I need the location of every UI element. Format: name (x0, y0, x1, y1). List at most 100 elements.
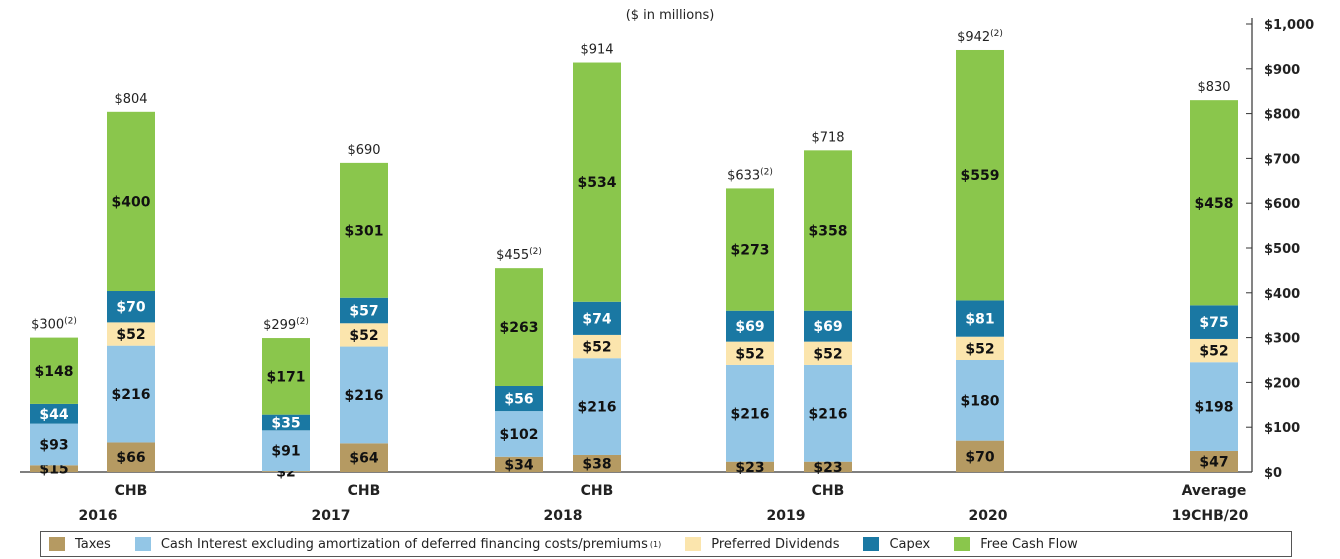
chart-svg: $0 $100 $200 $300 $400 $500 $600 $700 $800 $900 $1… (20, 18, 1314, 524)
bar-segment (107, 291, 155, 323)
bar-segment (726, 341, 774, 365)
data-label: $458 (1195, 196, 1234, 212)
y-tick-label: $100 (1264, 421, 1300, 436)
bar-segment (1190, 450, 1238, 472)
y-tick-label: $300 (1264, 332, 1300, 347)
bar-segment (726, 461, 774, 472)
legend-swatch (49, 537, 65, 551)
legend-item: Capex (863, 537, 930, 552)
bar-segment (956, 336, 1004, 360)
chart-subtitle: ($ in millions) (625, 8, 715, 23)
data-label: $23 (813, 460, 842, 476)
bar-segment (804, 310, 852, 342)
bar-total-label: $942(2) (957, 29, 1003, 45)
data-label: $301 (345, 223, 384, 239)
chart-legend: Taxes Cash Interest excluding amortizatio… (40, 531, 1292, 557)
data-label: $81 (965, 312, 994, 328)
y-tick-label: $800 (1264, 108, 1300, 123)
data-label: $216 (578, 400, 617, 416)
bar-total-label: $804 (114, 92, 147, 107)
legend-label: Taxes (75, 536, 111, 552)
data-label: $64 (349, 451, 378, 467)
group-label: 2018 (544, 508, 583, 524)
group-label: 2017 (312, 508, 351, 524)
data-label: $75 (1199, 315, 1228, 331)
data-label: $52 (735, 346, 764, 362)
bar-segment (107, 442, 155, 472)
bar-segment (804, 150, 852, 311)
bar-segment (495, 268, 543, 386)
total-footnote: (2) (990, 29, 1003, 39)
data-label: $52 (813, 346, 842, 362)
data-label: $400 (112, 194, 151, 210)
data-label: $52 (116, 327, 145, 343)
data-label: $216 (112, 387, 151, 403)
bar-total-label: $830 (1197, 80, 1230, 95)
bar-segment (804, 461, 852, 472)
group-label: 2016 (79, 508, 118, 524)
group-label: 2020 (969, 508, 1008, 524)
y-tick-label: $700 (1264, 152, 1300, 167)
data-label: $38 (582, 456, 611, 472)
bar-segment (573, 62, 621, 302)
bar-total-label: $299(2) (263, 317, 309, 333)
data-label: $273 (731, 243, 770, 259)
bar-segment (956, 360, 1004, 441)
data-label: $69 (735, 319, 764, 335)
bar-segment (1190, 100, 1238, 306)
bar-total-label: $633(2) (727, 167, 773, 183)
legend-item: Taxes (49, 537, 111, 552)
bar-segment (262, 414, 310, 431)
bar-total-label: $914 (580, 43, 613, 58)
bar-segment (262, 430, 310, 472)
data-label: $44 (39, 407, 68, 423)
legend-label: Cash Interest excluding amortization of … (160, 536, 648, 552)
data-label: $198 (1195, 400, 1234, 416)
total-footnote: (2) (760, 167, 773, 177)
data-label: $23 (735, 460, 764, 476)
bar-segment (340, 297, 388, 324)
bar-segment (1190, 362, 1238, 451)
bar-segment (340, 443, 388, 472)
data-label: $216 (345, 388, 384, 404)
legend-item: Free Cash Flow (954, 537, 1078, 552)
y-tick-label: $600 (1264, 197, 1300, 212)
bar-category-label: CHB (115, 483, 148, 499)
data-label: $216 (731, 406, 770, 422)
data-label: $35 (271, 415, 300, 431)
legend-swatch (134, 537, 151, 551)
data-label: $52 (1199, 344, 1228, 360)
data-label: $52 (349, 328, 378, 344)
data-label: $47 (1199, 454, 1228, 470)
bar-total-label: $455(2) (496, 247, 542, 263)
bar-segment (804, 341, 852, 365)
total-footnote: (2) (529, 247, 542, 257)
bar-segment (956, 49, 1004, 301)
total-footnote: (2) (64, 317, 77, 327)
data-label: $74 (582, 311, 611, 327)
bar-segment (262, 338, 310, 415)
bar-category-label: CHB (812, 483, 845, 499)
bar-segment (495, 456, 543, 472)
bar-segment (340, 346, 388, 444)
bar-segment (726, 310, 774, 342)
bar-category-label: Average (1182, 483, 1247, 499)
bar-segment (573, 334, 621, 359)
bar-segment (30, 403, 78, 424)
legend-label: Preferred Dividends (711, 536, 840, 552)
data-label: $358 (809, 224, 848, 240)
bar-segment (495, 385, 543, 412)
bar-segment (340, 323, 388, 347)
data-label: $148 (35, 364, 74, 380)
data-label: $171 (267, 369, 306, 385)
data-label: $70 (116, 300, 145, 316)
legend-swatch (685, 537, 702, 551)
bar-segment (956, 300, 1004, 337)
bar-segment (107, 345, 155, 443)
bar-segment (30, 423, 78, 466)
data-label: $56 (504, 392, 533, 408)
bar-segment (956, 440, 1004, 472)
bar-segment (1190, 305, 1238, 339)
data-label: $52 (965, 341, 994, 357)
